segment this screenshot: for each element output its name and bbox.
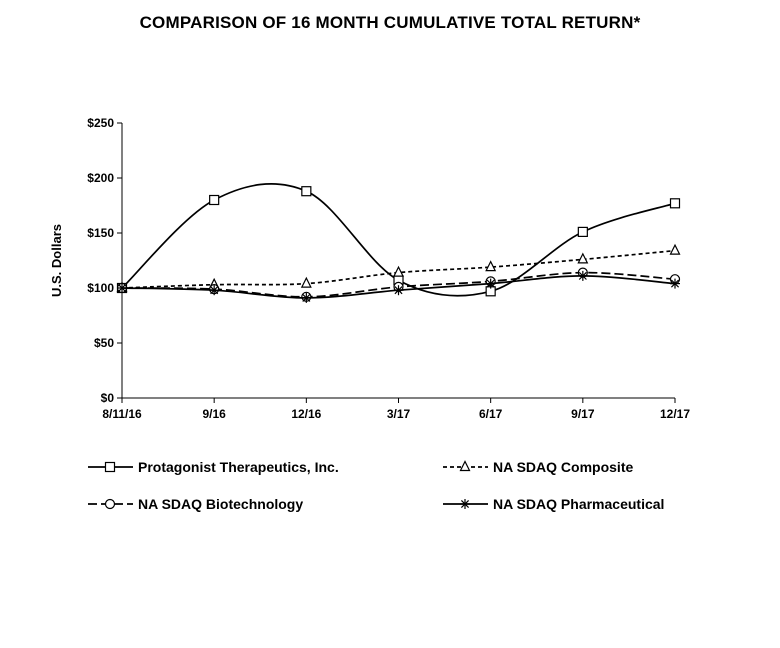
legend-item-1: Protagonist Therapeutics, Inc.: [88, 459, 339, 475]
data-point-star: [485, 278, 496, 289]
data-point-square: [104, 461, 116, 473]
star-stroke: [486, 279, 495, 288]
star-stroke: [578, 271, 587, 280]
data-point-triangle: [669, 243, 681, 255]
data-point-star: [460, 499, 470, 509]
y-tick-label: $200: [87, 171, 114, 185]
legend: Protagonist Therapeutics, Inc. NA SDAQ Co…: [88, 459, 664, 512]
axes: $0 $50 $100 $150 $200 $250 8/11/16 9/16 12/16 3/1…: [49, 116, 690, 421]
star-stroke: [210, 286, 219, 295]
star-stroke: [670, 279, 680, 288]
data-point-triangle: [459, 460, 471, 472]
y-tick-label: $100: [87, 281, 114, 295]
star-stroke: [394, 286, 403, 295]
y-axis-title: U.S. Dollars: [49, 224, 64, 297]
series-4: [117, 270, 680, 303]
legend-label: NA SDAQ Composite: [493, 459, 633, 475]
x-tick-label: 3/17: [387, 407, 411, 421]
star-stroke: [460, 499, 470, 509]
data-point-triangle: [577, 252, 589, 264]
data-point-star: [577, 270, 588, 281]
chart-title: COMPARISON OF 16 MONTH CUMULATIVE TOTAL …: [139, 13, 641, 32]
star-stroke: [117, 283, 127, 293]
data-point-square: [669, 198, 681, 209]
legend-item-2: NA SDAQ Composite: [443, 459, 633, 475]
x-tick-label: 8/11/16: [102, 407, 142, 421]
series-1: [116, 183, 681, 297]
y-tick-label: $250: [87, 116, 114, 130]
data-point-star: [670, 278, 680, 289]
data-point-star: [117, 283, 127, 293]
legend-item-4: NA SDAQ Pharmaceutical: [443, 496, 664, 512]
data-point-triangle: [485, 260, 497, 272]
legend-label: NA SDAQ Biotechnology: [138, 496, 303, 512]
y-tick-label: $0: [101, 391, 115, 405]
data-point-square: [577, 226, 588, 237]
data-point-triangle: [300, 276, 312, 288]
data-point-triangle: [393, 265, 404, 277]
x-tick-label: 9/17: [571, 407, 595, 421]
data-point-square: [209, 194, 220, 206]
data-point-star: [393, 285, 404, 296]
y-tick-label: $150: [87, 226, 114, 240]
x-tick-label: 12/17: [660, 407, 690, 421]
x-tick-label: 9/16: [202, 407, 226, 421]
data-point-circle: [104, 498, 116, 510]
star-stroke: [302, 293, 311, 302]
x-tick-label: 12/16: [291, 407, 321, 421]
legend-item-3: NA SDAQ Biotechnology: [88, 496, 303, 512]
x-tick-label: 6/17: [479, 407, 503, 421]
data-point-square: [301, 186, 312, 197]
legend-label: NA SDAQ Pharmaceutical: [493, 496, 664, 512]
y-tick-label: $50: [94, 336, 114, 350]
data-point-star: [301, 292, 312, 303]
series-layer: [116, 183, 681, 303]
data-point-star: [209, 285, 220, 296]
legend-label: Protagonist Therapeutics, Inc.: [138, 459, 339, 475]
